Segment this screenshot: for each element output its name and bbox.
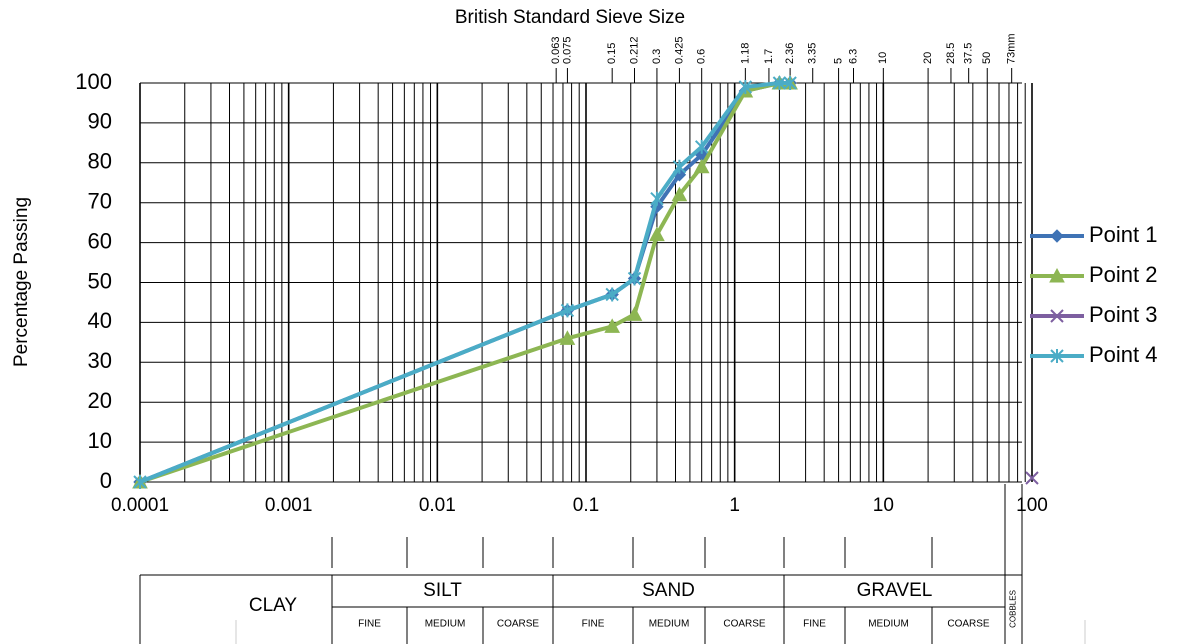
y-tick-label: 90	[88, 109, 112, 134]
marker	[627, 271, 642, 286]
marker	[650, 191, 664, 206]
x-tick-label: 0.001	[265, 495, 313, 516]
marker	[560, 303, 575, 318]
class-part-label: FINE	[582, 619, 605, 630]
marker	[1025, 471, 1039, 485]
class-part-label: MEDIUM	[425, 619, 466, 630]
y-tick-label: 80	[88, 149, 112, 174]
marker	[1050, 349, 1064, 363]
sieve-tick-label: 0.15	[606, 43, 618, 64]
y-tick-label: 100	[75, 69, 112, 94]
sieve-tick-label: 6.3	[847, 49, 859, 64]
class-part-label: COARSE	[723, 619, 766, 630]
sieve-tick-label: 1.18	[739, 43, 751, 64]
class-label: GRAVEL	[857, 580, 933, 601]
legend-label: Point 2	[1089, 262, 1158, 287]
marker	[1049, 267, 1065, 283]
sieve-tick-label: 37.5	[963, 43, 975, 64]
y-tick-label: 50	[88, 268, 112, 293]
marker	[626, 306, 643, 321]
sieve-tick-label: 0.6	[696, 49, 708, 64]
x-tick-label: 0.01	[419, 495, 456, 516]
class-part-label: COARSE	[947, 619, 990, 630]
class-part-label: MEDIUM	[649, 619, 690, 630]
sieve-tick-label: 3.35	[807, 43, 819, 64]
y-tick-label: 60	[88, 228, 112, 253]
class-part-label: FINE	[803, 619, 826, 630]
sieve-tick-label: 0.063	[550, 36, 562, 64]
sieve-tick-label: 0.425	[673, 36, 685, 64]
sieve-tick-label: 20	[922, 52, 934, 64]
sieve-tick-label: 50	[981, 52, 993, 64]
marker	[772, 76, 787, 90]
class-part-label: COARSE	[497, 619, 540, 630]
marker	[693, 158, 710, 174]
x-tick-label: 100	[1016, 495, 1048, 516]
sieve-tick-label: 10	[877, 52, 889, 64]
series-line	[139, 81, 791, 484]
sieve-tick-label: 5	[832, 58, 844, 64]
marker	[783, 76, 797, 90]
class-part-label: FINE	[358, 619, 381, 630]
class-part-label: MEDIUM	[868, 619, 909, 630]
sieve-tick-label: 28.5	[945, 43, 957, 64]
sieve-tick-label: 2.36	[784, 43, 796, 64]
class-label: SILT	[423, 580, 462, 601]
y-tick-label: 40	[88, 308, 112, 333]
x-tick-label: 1	[729, 495, 740, 516]
class-label: SAND	[642, 580, 695, 601]
marker	[738, 79, 753, 94]
marker	[649, 226, 665, 242]
class-label: COBBLES	[1009, 590, 1018, 628]
sieve-tick-label: 0.3	[651, 49, 663, 64]
legend-label: Point 4	[1089, 342, 1158, 367]
marker	[671, 186, 688, 202]
sieve-tick-label: 1.7	[763, 49, 775, 64]
y-tick-label: 0	[100, 468, 112, 493]
marker	[1050, 309, 1064, 323]
marker	[133, 475, 147, 489]
marker	[605, 287, 619, 302]
y-tick-label: 20	[88, 388, 112, 413]
class-label: CLAY	[249, 595, 298, 616]
marker	[1050, 229, 1064, 243]
sieve-tick-label: 0.212	[628, 36, 640, 64]
legend-label: Point 3	[1089, 302, 1158, 327]
marker	[604, 318, 621, 333]
sieve-tick-label: 73mm	[1006, 33, 1018, 64]
marker	[694, 139, 709, 154]
chart-title: British Standard Sieve Size	[455, 7, 685, 28]
marker	[559, 330, 576, 345]
x-tick-label: 0.1	[573, 495, 599, 516]
marker	[672, 159, 687, 174]
x-tick-label: 0.0001	[111, 495, 169, 516]
legend-label: Point 1	[1089, 222, 1158, 247]
x-tick-label: 10	[873, 495, 894, 516]
sieve-tick-label: 0.075	[561, 36, 573, 64]
y-tick-label: 30	[88, 348, 112, 373]
y-axis-label: Percentage Passing	[11, 197, 32, 367]
y-tick-label: 70	[88, 189, 112, 214]
y-tick-label: 10	[88, 428, 112, 453]
